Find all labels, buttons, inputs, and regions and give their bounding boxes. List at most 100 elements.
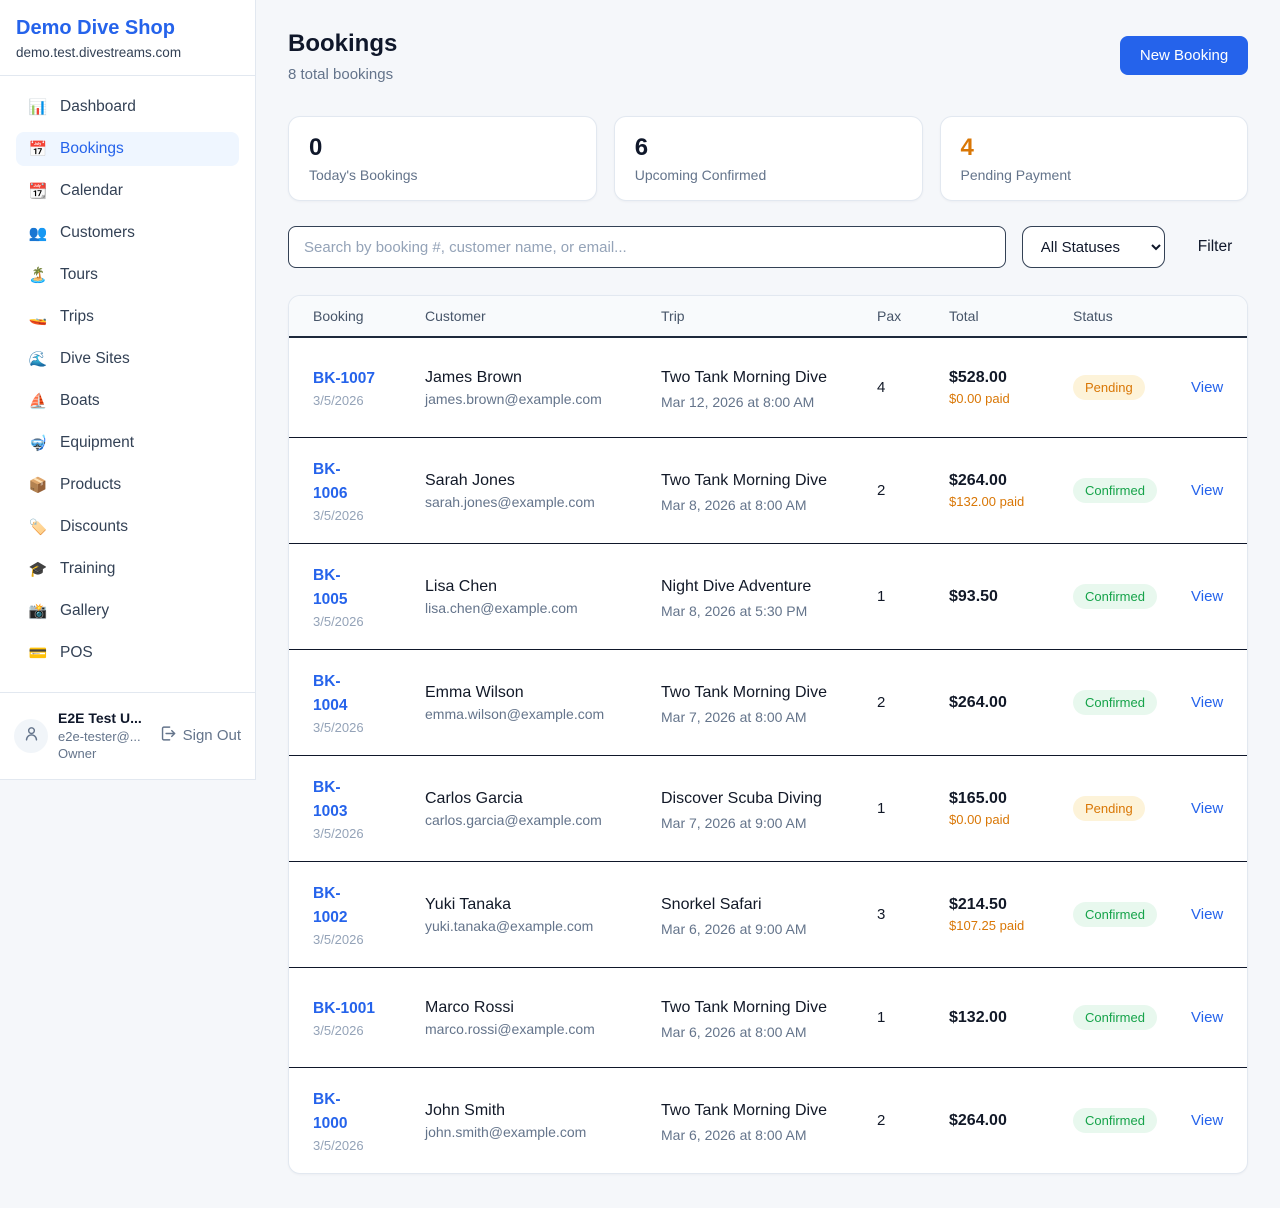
status-filter-select[interactable]: All Statuses bbox=[1021, 226, 1165, 268]
pax-count: 3 bbox=[877, 906, 886, 924]
status-badge: Pending bbox=[1073, 375, 1145, 400]
sidebar-item-training[interactable]: 🎓 Training bbox=[16, 552, 239, 586]
booking-id-link[interactable]: BK- 1005 bbox=[313, 567, 348, 609]
trip-name: Two Tank Morning Dive bbox=[661, 368, 827, 386]
sidebar-item-trips[interactable]: 🚤 Trips bbox=[16, 300, 239, 334]
table-row: BK-1001 3/5/2026 Marco Rossi marco.rossi… bbox=[289, 968, 1248, 1069]
table-row: BK- 1000 3/5/2026 John Smith john.smith@… bbox=[289, 1068, 1247, 1173]
booking-id-link[interactable]: BK- 1003 bbox=[313, 779, 348, 821]
trip-time: Mar 7, 2026 at 9:00 AM bbox=[661, 814, 807, 831]
sidebar-item-pos[interactable]: 💳 POS bbox=[16, 636, 239, 670]
sidebar-item-label: Gallery bbox=[60, 602, 110, 619]
sign-out-button[interactable]: Sign Out bbox=[159, 725, 241, 746]
customer-name: Marco Rossi bbox=[425, 998, 514, 1016]
tours-icon: 🏝️ bbox=[28, 266, 48, 284]
sidebar-item-equipment[interactable]: 🤿 Equipment bbox=[16, 426, 239, 460]
stat-label: Upcoming Confirmed bbox=[634, 167, 767, 183]
view-link[interactable]: View bbox=[1191, 1009, 1224, 1027]
dashboard-icon: 📊 bbox=[28, 98, 48, 116]
user-info: E2E Test U... e2e-tester@... Owner bbox=[58, 709, 142, 763]
stat-label: Pending Payment bbox=[960, 167, 1072, 183]
view-link[interactable]: View bbox=[1191, 482, 1224, 500]
customer-name: Carlos Garcia bbox=[425, 789, 523, 807]
sidebar-item-label: Discounts bbox=[60, 518, 129, 535]
sidebar-item-gallery[interactable]: 📸 Gallery bbox=[16, 594, 239, 628]
pos-icon: 💳 bbox=[28, 644, 48, 662]
view-link[interactable]: View bbox=[1191, 906, 1224, 924]
trip-time: Mar 8, 2026 at 8:00 AM bbox=[661, 496, 807, 513]
total-amount: $132.00 bbox=[949, 1008, 1007, 1026]
calendar-icon: 📆 bbox=[28, 182, 48, 200]
filter-button[interactable]: Filter bbox=[1197, 238, 1233, 255]
customer-email: sarah.jones@example.com bbox=[425, 493, 595, 510]
page-title: Bookings bbox=[288, 30, 398, 57]
sidebar-header: Demo Dive Shop demo.test.divestreams.com bbox=[0, 0, 255, 76]
view-link[interactable]: View bbox=[1191, 694, 1224, 712]
customer-name: Emma Wilson bbox=[425, 683, 524, 701]
new-booking-button[interactable]: New Booking bbox=[1119, 36, 1249, 75]
sidebar-item-label: Boats bbox=[60, 392, 100, 409]
sidebar-item-calendar[interactable]: 📆 Calendar bbox=[16, 174, 239, 208]
status-badge: Confirmed bbox=[1073, 1005, 1157, 1031]
booking-id-link[interactable]: BK- 1004 bbox=[313, 673, 348, 715]
trip-time: Mar 12, 2026 at 8:00 AM bbox=[661, 393, 815, 410]
user-email: e2e-tester@... bbox=[58, 728, 141, 744]
sidebar-item-products[interactable]: 📦 Products bbox=[16, 468, 239, 502]
trip-name: Two Tank Morning Dive bbox=[661, 683, 827, 701]
status-badge: Confirmed bbox=[1073, 902, 1157, 928]
sidebar-nav: 📊 Dashboard 📅 Bookings 📆 Calendar 👥 Cust… bbox=[0, 76, 255, 692]
sidebar-item-dive-sites[interactable]: 🌊 Dive Sites bbox=[16, 342, 239, 376]
equipment-icon: 🤿 bbox=[28, 434, 48, 452]
pax-count: 4 bbox=[877, 379, 886, 396]
sidebar-item-label: Dashboard bbox=[60, 98, 136, 115]
total-amount: $214.50 bbox=[949, 896, 1007, 914]
avatar bbox=[14, 718, 48, 753]
pax-count: 1 bbox=[877, 1009, 886, 1027]
status-badge: Confirmed bbox=[1073, 1108, 1157, 1134]
booking-id-link[interactable]: BK-1001 bbox=[313, 1000, 376, 1018]
sidebar-item-boats[interactable]: ⛵ Boats bbox=[16, 384, 239, 418]
paid-amount: $0.00 paid bbox=[949, 812, 1010, 828]
booking-id-link[interactable]: BK-1007 bbox=[313, 369, 376, 387]
stat-value: 6 bbox=[634, 134, 649, 161]
customer-name: John Smith bbox=[425, 1101, 506, 1119]
customer-email: yuki.tanaka@example.com bbox=[425, 917, 594, 934]
view-link[interactable]: View bbox=[1191, 588, 1224, 606]
booking-id-link[interactable]: BK- 1006 bbox=[313, 461, 348, 503]
user-role: Owner bbox=[58, 746, 97, 762]
person-icon bbox=[23, 725, 40, 747]
column-header-booking: Booking bbox=[313, 308, 364, 324]
main-content: Bookings 8 total bookings New Booking 0 … bbox=[256, 0, 1280, 1208]
booking-date: 3/5/2026 bbox=[313, 1023, 364, 1039]
sidebar-item-customers[interactable]: 👥 Customers bbox=[16, 216, 239, 250]
sidebar-item-dashboard[interactable]: 📊 Dashboard bbox=[16, 90, 239, 124]
search-input[interactable] bbox=[288, 226, 1006, 268]
sign-out-icon bbox=[159, 725, 176, 746]
sidebar-item-bookings[interactable]: 📅 Bookings bbox=[16, 132, 239, 166]
total-amount: $264.00 bbox=[949, 693, 1007, 711]
total-amount: $165.00 bbox=[949, 790, 1007, 808]
customers-icon: 👥 bbox=[28, 224, 48, 242]
customer-email: john.smith@example.com bbox=[425, 1123, 587, 1140]
view-link[interactable]: View bbox=[1191, 1112, 1224, 1130]
customer-name: James Brown bbox=[425, 368, 522, 386]
filter-row: All Statuses Filter bbox=[288, 226, 1248, 268]
sidebar-item-label: Trips bbox=[60, 308, 94, 325]
stat-card-today-s-bookings: 0 Today's Bookings bbox=[288, 116, 597, 201]
booking-id-link[interactable]: BK- 1000 bbox=[313, 1091, 348, 1133]
sidebar-item-label: Dive Sites bbox=[60, 350, 130, 367]
sidebar-item-label: Customers bbox=[60, 224, 135, 241]
sidebar-item-tours[interactable]: 🏝️ Tours bbox=[16, 258, 239, 292]
trip-name: Two Tank Morning Dive bbox=[661, 471, 827, 489]
sidebar-item-label: Equipment bbox=[60, 434, 135, 451]
pax-count: 1 bbox=[877, 588, 886, 606]
column-header-customer: Customer bbox=[425, 308, 486, 324]
view-link[interactable]: View bbox=[1191, 800, 1224, 818]
booking-date: 3/5/2026 bbox=[313, 932, 364, 948]
bookings-table: Booking Customer Trip Pax Total Status B… bbox=[288, 295, 1249, 1175]
booking-id-link[interactable]: BK- 1002 bbox=[313, 885, 348, 927]
sidebar-item-discounts[interactable]: 🏷️ Discounts bbox=[16, 510, 239, 544]
paid-amount: $0.00 paid bbox=[949, 391, 1010, 406]
total-amount: $264.00 bbox=[949, 1111, 1007, 1129]
view-link[interactable]: View bbox=[1191, 379, 1224, 396]
